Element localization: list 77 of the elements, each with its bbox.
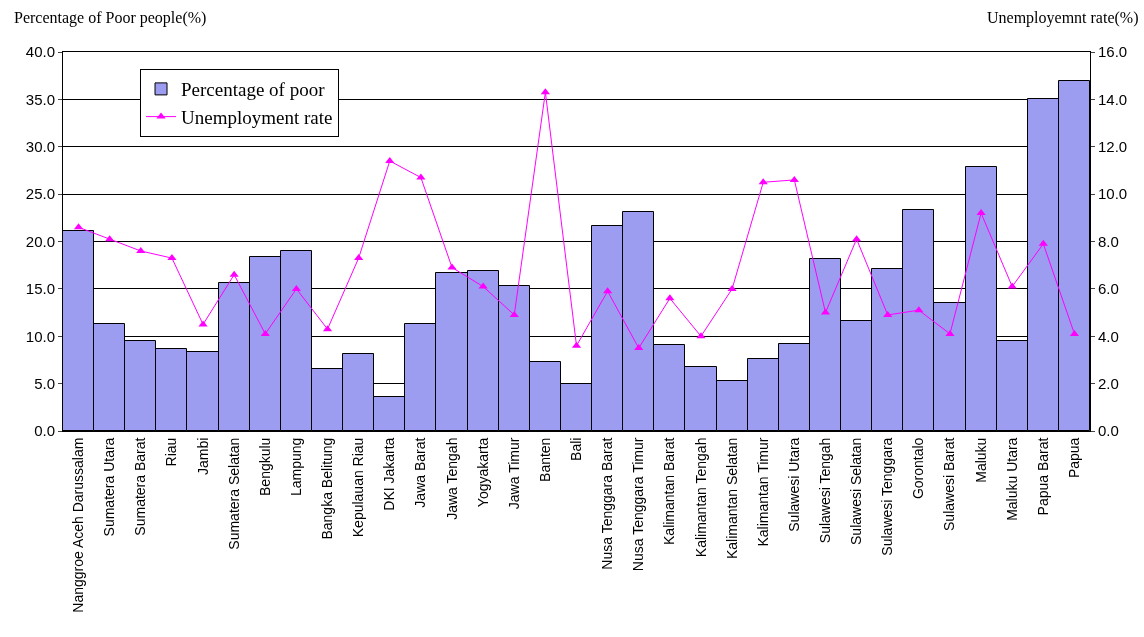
- y-tick-label: 30.0: [25, 138, 55, 155]
- point: [976, 209, 986, 216]
- x-tick-label: Bali: [568, 437, 585, 461]
- point: [167, 254, 177, 261]
- x-tick-label: Sulawesi Barat: [941, 437, 958, 531]
- y2-tick-label: 0.0: [1098, 422, 1119, 440]
- point: [229, 270, 239, 277]
- y2-axis-title: Unemployemnt rate(%): [987, 9, 1139, 27]
- point: [727, 284, 737, 291]
- y2-tick-label: 2.0: [1098, 374, 1119, 392]
- point: [634, 344, 644, 351]
- y-tick-label: 10.0: [25, 327, 55, 345]
- legend-label: Percentage of poor: [181, 79, 326, 101]
- y-tick-label: 40.0: [25, 43, 55, 61]
- x-tick-label: Banten: [536, 437, 553, 482]
- point: [136, 246, 146, 253]
- x-tick-label: Nanggroe Aceh Darussalam: [70, 437, 87, 613]
- point: [603, 287, 613, 294]
- y2-tick-label: 6.0: [1098, 280, 1119, 298]
- x-tick-label: DKI Jakarta: [381, 437, 398, 511]
- x-tick-label: Nusa Tenggara Timur: [630, 437, 647, 572]
- x-tick-label: Gorontalo: [910, 437, 927, 500]
- y2-tick-label: 16.0: [1098, 43, 1128, 61]
- x-tick-label: Sulawesi Utara: [785, 437, 802, 532]
- x-tick-label: Papua Barat: [1034, 437, 1051, 516]
- legend-label: Unemployment rate: [181, 107, 333, 129]
- point: [447, 263, 457, 270]
- point: [945, 329, 955, 336]
- x-tick-label: Maluku: [972, 437, 989, 483]
- point: [914, 306, 924, 313]
- x-tick-label: Jawa Timur: [505, 437, 522, 510]
- x-tick-label: Papua: [1065, 437, 1082, 479]
- y2-tick-label: 8.0: [1098, 232, 1119, 250]
- point: [789, 175, 799, 182]
- x-tick-label: Yogyakarta: [474, 437, 491, 508]
- y-tick-label: 20.0: [25, 232, 55, 250]
- x-tick-label: Sumatera Selatan: [225, 437, 242, 550]
- x-tick-label: Kalimantan Timur: [754, 437, 771, 547]
- x-tick-label: Bangka Belitung: [319, 437, 336, 540]
- point: [416, 173, 426, 180]
- point: [385, 156, 395, 163]
- x-tick-label: Riau: [163, 437, 180, 467]
- point: [509, 310, 519, 317]
- y-tick-label: 15.0: [25, 280, 55, 298]
- x-tick-label: Bengkulu: [256, 437, 273, 496]
- x-tick-label: Maluku Utara: [1003, 437, 1020, 521]
- x-tick-label: Sulawesi Selatan: [848, 437, 865, 546]
- y-axis-title: Percentage of Poor people(%): [14, 9, 207, 27]
- y2-tick-label: 4.0: [1098, 327, 1119, 345]
- x-tick-label: Jambi: [194, 437, 211, 475]
- point: [1007, 282, 1017, 289]
- point: [354, 254, 364, 261]
- x-tick-label: Sulawesi Tengah: [817, 437, 834, 544]
- point: [540, 88, 550, 95]
- y-tick-label: 0.0: [34, 422, 55, 440]
- x-tick-label: Kalimantan Barat: [661, 437, 678, 546]
- point: [260, 329, 270, 336]
- x-tick-label: Nusa Tenggara Barat: [599, 437, 616, 570]
- x-tick-label: Sulawesi Tenggara: [879, 437, 896, 556]
- x-tick-label: Jawa Barat: [412, 437, 429, 508]
- x-tick-label: Jawa Tengah: [443, 437, 460, 520]
- point: [883, 310, 893, 317]
- x-tick-label: Kalimantan Tengah: [692, 437, 709, 558]
- x-tick-label: Sumatera Utara: [101, 437, 118, 537]
- point: [478, 282, 488, 289]
- y-tick-label: 25.0: [25, 185, 55, 203]
- point: [105, 235, 115, 242]
- y2-tick-label: 10.0: [1098, 185, 1128, 203]
- x-tick-label: Kepulauan Riau: [350, 437, 367, 538]
- y2-tick-label: 12.0: [1098, 138, 1128, 155]
- y-tick-label: 35.0: [25, 90, 55, 108]
- x-tick-label: Lampung: [287, 437, 304, 496]
- y2-tick-label: 14.0: [1098, 90, 1128, 108]
- y-tick-label: 5.0: [34, 374, 55, 392]
- x-tick-label: Kalimantan Selatan: [723, 437, 740, 560]
- point: [1038, 239, 1048, 246]
- x-tick-label: Sumatera Barat: [132, 437, 149, 536]
